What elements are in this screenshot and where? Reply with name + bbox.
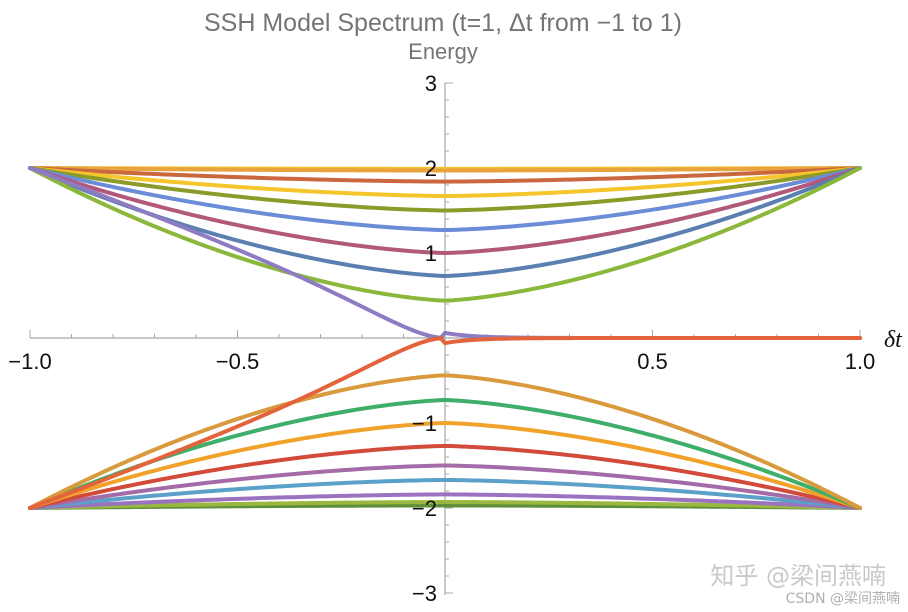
x-tick-label: −1.0 [8,349,51,374]
x-tick-label: −0.5 [216,349,259,374]
x-axis-label: δt [884,327,903,353]
x-tick-label: 1.0 [845,349,876,374]
x-tick-label: 0.5 [637,349,668,374]
y-tick-label: 3 [425,71,437,96]
tick-labels: −1.0 −0.5 0.5 1.0 −3 −2 −1 1 2 3 [8,71,875,606]
lower-band-line [28,443,862,510]
lower-band-line [28,477,862,510]
y-axis-label: Energy [408,39,478,64]
upper-band-line [28,166,862,256]
upper-band-line [28,166,862,173]
upper-band-line [28,166,862,233]
lower-band-line [28,492,862,510]
upper-band-line [28,166,862,303]
watermark-zhihu: 知乎 @梁间燕喃 [710,562,886,590]
lower-band-line [28,420,862,510]
y-tick-label: 2 [425,156,437,181]
upper-band-line [28,166,862,199]
upper-band-line [28,166,862,184]
y-tick-label: −2 [412,496,437,521]
y-tick-label: −1 [412,411,437,436]
edge-state-lower [28,336,862,510]
y-tick-label: −3 [412,581,437,606]
lower-band-line [28,373,862,510]
chart-title: SSH Model Spectrum (t=1, Δt from −1 to 1… [204,9,682,37]
watermark-csdn: CSDN @梁间燕喃 [786,591,900,607]
y-tick-label: 1 [425,241,437,266]
lower-band-line [28,463,862,510]
upper-band-line [28,166,862,213]
curves [28,166,862,510]
lower-band-line [28,500,862,510]
